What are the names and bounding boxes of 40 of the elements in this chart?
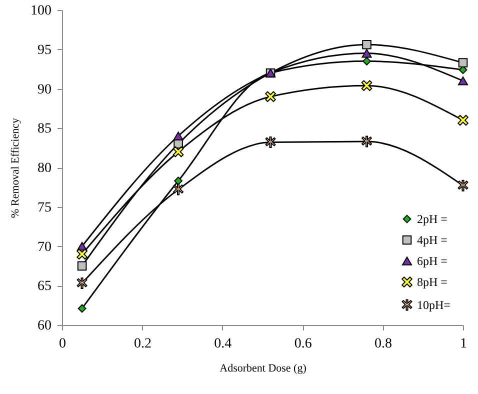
legend-label: 10pH= xyxy=(417,298,451,312)
y-tick-label: 100 xyxy=(30,4,52,18)
x-tick-label: 0.2 xyxy=(134,336,152,352)
point xyxy=(265,91,276,102)
x-tick-label: 0.4 xyxy=(214,336,232,352)
point xyxy=(172,146,184,158)
point xyxy=(78,304,86,313)
point xyxy=(361,80,372,92)
point xyxy=(362,48,372,58)
point xyxy=(173,184,184,196)
point xyxy=(362,40,372,50)
point xyxy=(77,261,87,271)
y-tick-label: 90 xyxy=(38,82,52,98)
y-tick-label: 80 xyxy=(38,161,52,176)
point xyxy=(458,114,468,126)
legend-label: 6pH = xyxy=(417,254,448,268)
x-tick-label: 0 xyxy=(59,336,66,352)
point xyxy=(76,248,88,260)
legend-label: 4pH = xyxy=(417,233,448,247)
y-tick-label: 70 xyxy=(38,240,52,255)
legend-label: 2pH = xyxy=(417,212,448,226)
point xyxy=(458,180,468,192)
legend-label: 8pH = xyxy=(417,275,448,289)
y-tick-label: 60 xyxy=(38,318,52,334)
point xyxy=(362,136,372,148)
point xyxy=(458,76,468,86)
point xyxy=(173,132,184,140)
x-tick-label: 0.8 xyxy=(374,336,392,352)
x-axis-title: Adsorbent Dose (g) xyxy=(220,362,307,374)
y-tick-label: 65 xyxy=(38,279,52,294)
point xyxy=(265,136,276,148)
point xyxy=(362,56,371,66)
point xyxy=(76,278,88,290)
x-tick-label: 1 xyxy=(460,336,467,352)
y-tick-label: 95 xyxy=(38,42,52,58)
x-tick-label: 0.6 xyxy=(294,336,312,352)
point xyxy=(458,58,468,68)
y-tick-label: 75 xyxy=(38,200,52,216)
y-tick-label: 85 xyxy=(38,122,52,137)
y-axis-title: % Removal Efficiency xyxy=(10,118,22,218)
